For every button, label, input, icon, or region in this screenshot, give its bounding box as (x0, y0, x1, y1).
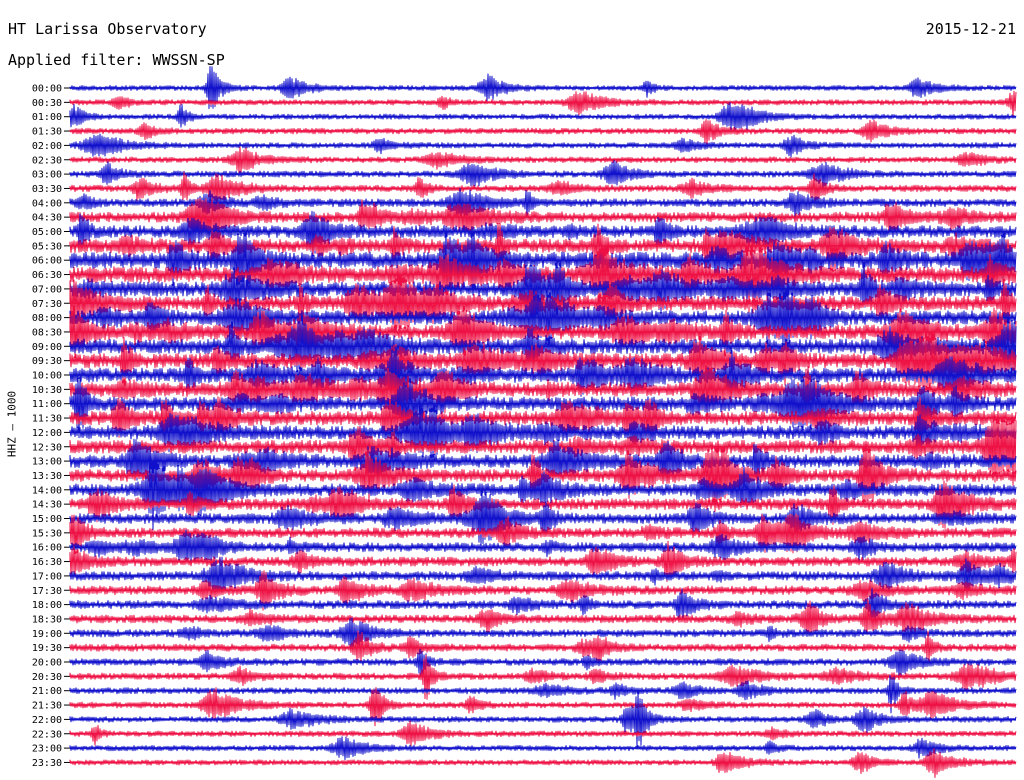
row-time-label: 14:00 (32, 485, 62, 496)
trace-row-23 (69, 396, 1017, 441)
row-time-label: 10:30 (32, 385, 62, 396)
trace-row-2 (69, 102, 1017, 131)
row-time-label: 18:00 (32, 600, 62, 611)
row-time-label: 08:30 (32, 327, 62, 338)
trace-row-30 (69, 489, 1017, 546)
row-time-label: 04:00 (32, 198, 62, 209)
row-time-label: 18:30 (32, 614, 62, 625)
row-time-label: 22:00 (32, 715, 62, 726)
row-time-label: 21:00 (32, 686, 62, 697)
trace-row-10 (69, 210, 1017, 257)
row-time-label: 05:00 (32, 227, 62, 238)
row-time-label: 17:00 (32, 571, 62, 582)
row-time-label: 08:00 (32, 313, 62, 324)
row-time-label: 13:30 (32, 471, 62, 482)
row-time-label: 10:00 (32, 371, 62, 382)
row-time-label: 02:30 (32, 155, 62, 166)
row-time-label: 06:30 (32, 270, 62, 281)
trace-row-21 (69, 365, 1017, 418)
row-time-label: 00:30 (32, 98, 62, 109)
row-time-label: 05:30 (32, 241, 62, 252)
row-time-label: 20:30 (32, 672, 62, 683)
row-time-label: 15:30 (32, 528, 62, 539)
trace-row-1 (69, 90, 1017, 117)
row-time-label: 03:30 (32, 184, 62, 195)
row-time-label: 22:30 (32, 729, 62, 740)
row-time-label: 01:00 (32, 112, 62, 123)
row-time-label: 06:00 (32, 256, 62, 267)
row-time-label: 21:30 (32, 701, 62, 712)
row-time-label: 00:00 (32, 84, 62, 95)
observatory-title: HT Larissa Observatory (8, 20, 207, 38)
trace-row-36 (69, 588, 1017, 622)
row-time-label: 09:00 (32, 342, 62, 353)
row-time-label: 14:30 (32, 500, 62, 511)
row-time-label: 16:30 (32, 557, 62, 568)
row-time-label: 19:30 (32, 643, 62, 654)
trace-row-24 (69, 402, 1017, 459)
row-time-label: 17:30 (32, 586, 62, 597)
row-time-label: 23:00 (32, 744, 62, 755)
row-time-label: 11:00 (32, 399, 62, 410)
row-time-label: 09:30 (32, 356, 62, 367)
row-time-label: 11:30 (32, 414, 62, 425)
row-time-label: 13:00 (32, 457, 62, 468)
row-time-label: 16:00 (32, 543, 62, 554)
row-time-label: 15:00 (32, 514, 62, 525)
record-date: 2015-12-21 (925, 20, 1016, 38)
row-time-label: 07:00 (32, 284, 62, 295)
row-time-label: 12:00 (32, 428, 62, 439)
trace-row-28 (69, 450, 1017, 531)
row-time-label: 02:00 (32, 141, 62, 152)
row-time-label: 04:30 (32, 213, 62, 224)
row-time-label: 20:00 (32, 658, 62, 669)
trace-row-3 (69, 119, 1017, 145)
trace-row-41 (69, 654, 1017, 700)
row-time-label: 01:30 (32, 127, 62, 138)
row-time-label: 19:00 (32, 629, 62, 640)
trace-row-16 (69, 286, 1017, 351)
row-time-label: 07:30 (32, 299, 62, 310)
row-time-label: 12:30 (32, 442, 62, 453)
row-time-label: 03:00 (32, 170, 62, 181)
filter-label: Applied filter: WWSSN-SP (8, 51, 225, 69)
trace-row-40 (69, 648, 1017, 677)
row-time-label: 23:30 (32, 758, 62, 769)
trace-row-13 (69, 234, 1017, 314)
